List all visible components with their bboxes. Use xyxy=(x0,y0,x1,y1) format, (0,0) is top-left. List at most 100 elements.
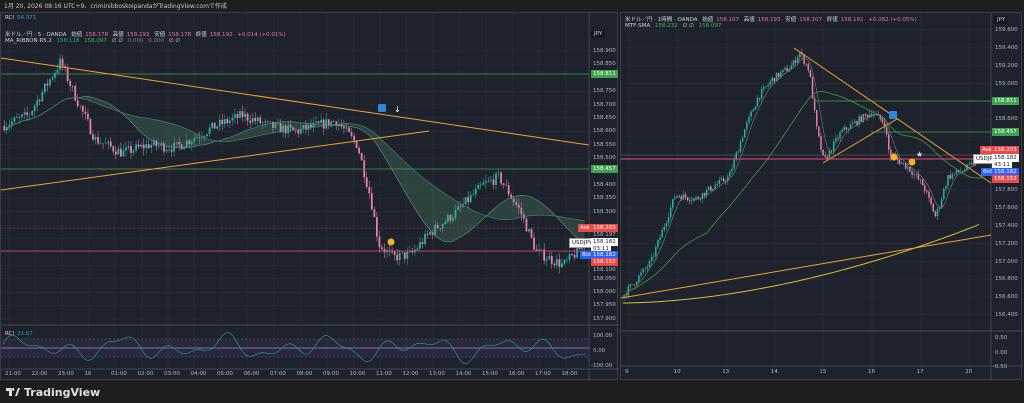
candle-body xyxy=(896,157,898,160)
bar-countdown: 43:11 xyxy=(992,161,1012,169)
ask-price: 158.203 xyxy=(591,224,618,232)
candle-body xyxy=(23,112,26,115)
candle-body xyxy=(439,228,442,229)
candle-body xyxy=(924,185,926,191)
candle-body xyxy=(155,140,158,147)
candle-body xyxy=(543,249,546,261)
rci-tick: 100.00 xyxy=(593,333,613,339)
candle-body xyxy=(724,181,727,182)
candle-body xyxy=(175,141,178,143)
time-tick: 02:00 xyxy=(137,371,154,377)
candle-body xyxy=(398,252,401,261)
candle-body xyxy=(741,137,744,142)
candle-body xyxy=(811,76,814,99)
candle-body xyxy=(355,140,358,148)
price-tick: 158.050 xyxy=(593,276,616,282)
price-tick: 156.800 xyxy=(995,276,1018,282)
right-chart-panel[interactable]: ★ 米ドル／円 · 1時間 · OANDA 始値 158.107 高値 158.19… xyxy=(620,12,1023,381)
tradingview-logo[interactable]: TradingView xyxy=(6,386,100,399)
indicator-value: 158.097 xyxy=(698,23,722,29)
price-tick: 159.600 xyxy=(995,27,1018,33)
right-symbol-legend[interactable]: 米ドル／円 · 1時間 · OANDA 始値 158.107 高値 158.193 … xyxy=(625,15,920,23)
right-chart-canvas[interactable]: ★ xyxy=(621,13,1023,381)
candle-body xyxy=(370,193,373,210)
candle-body xyxy=(727,176,729,182)
candle-body xyxy=(221,119,224,125)
candle-body xyxy=(561,263,563,268)
candle-body xyxy=(165,149,168,152)
candle-body xyxy=(710,186,712,191)
time-tick: 16:00 xyxy=(508,371,525,377)
candle-body xyxy=(830,150,833,152)
candle-body xyxy=(272,121,274,128)
candle-body xyxy=(436,224,439,229)
rci-pane-legend[interactable]: RCI 21.67 xyxy=(5,331,36,337)
candle-body xyxy=(970,162,973,164)
candle-body xyxy=(74,86,77,101)
mtf-sma-legend[interactable]: MTF-SMA 158.232 ∅ ∅ 158.097 xyxy=(625,23,724,29)
candle-body xyxy=(320,119,323,123)
candle-body xyxy=(117,148,120,155)
candle-body xyxy=(484,181,487,183)
ma-ribbon-legend[interactable]: MA_RIBBON R5.2 158.118 158.097 ∅ ∅ 0.000… xyxy=(5,38,183,44)
candle-body xyxy=(652,256,655,257)
candle-body xyxy=(188,140,191,145)
candle-body xyxy=(648,261,651,267)
price-tick: 158.350 xyxy=(593,195,616,201)
candle-body xyxy=(633,284,636,286)
currency-label[interactable]: JPY xyxy=(994,16,1009,24)
candle-body xyxy=(799,52,801,58)
candle-body xyxy=(928,191,930,198)
candle-body xyxy=(13,117,16,122)
time-tick: 20 xyxy=(965,369,973,375)
candle-body xyxy=(945,186,947,190)
candle-body xyxy=(835,138,837,142)
candle-body xyxy=(119,148,122,157)
left-chart-canvas[interactable]: ↓ xyxy=(1,13,619,381)
candle-body xyxy=(289,124,292,128)
price-tick: 158.850 xyxy=(593,61,616,67)
candle-body xyxy=(234,114,236,118)
candle-body xyxy=(178,141,181,145)
candle-body xyxy=(866,115,869,118)
ask-price: 158.203 xyxy=(992,146,1019,154)
candle-body xyxy=(858,116,860,125)
candle-body xyxy=(261,122,264,124)
candle-body xyxy=(307,124,310,130)
candle-body xyxy=(921,179,924,186)
candle-body xyxy=(826,156,829,159)
price-tick: 158.500 xyxy=(593,155,616,161)
candle-body xyxy=(330,121,333,126)
left-symbol-legend[interactable]: 米ドル／円 · 5 · OANDA 始値 158.178 高値 158.193 安値… xyxy=(5,30,289,38)
candle-body xyxy=(847,129,850,130)
candle-body xyxy=(938,206,941,210)
candle-body xyxy=(459,206,462,207)
candle-body xyxy=(926,190,928,192)
left-chart-panel[interactable]: ↓ RCI 54.371 米ドル／円 · 5 · OANDA 始値 158.178 … xyxy=(0,12,619,381)
candle-body xyxy=(837,138,839,139)
indicator-value: 0.000 xyxy=(127,38,144,44)
price-tick: 157.200 xyxy=(995,241,1018,247)
candle-body xyxy=(152,140,155,146)
candle-body xyxy=(686,197,689,201)
bid-price: 158.182 xyxy=(591,251,618,259)
candle-body xyxy=(775,72,778,82)
candle-body xyxy=(61,58,64,67)
candle-body xyxy=(737,151,740,153)
candle-body xyxy=(888,134,890,150)
candle-body xyxy=(79,105,82,107)
high-value: 158.193 xyxy=(126,32,150,38)
ma-ribbon-line xyxy=(4,97,585,222)
candle-body xyxy=(170,149,173,152)
candle-body xyxy=(902,162,905,164)
currency-label[interactable]: JPY xyxy=(591,30,606,38)
candle-body xyxy=(87,113,89,120)
candle-body xyxy=(763,86,765,90)
candle-body xyxy=(71,85,74,87)
last-price: 158.182 xyxy=(992,154,1019,162)
candle-body xyxy=(84,111,87,114)
change-value: +0.014 (+0.01%) xyxy=(237,32,286,38)
candle-body xyxy=(566,259,568,261)
candle-body xyxy=(424,233,426,245)
rci-top-legend: RCI 54.371 xyxy=(5,15,39,21)
